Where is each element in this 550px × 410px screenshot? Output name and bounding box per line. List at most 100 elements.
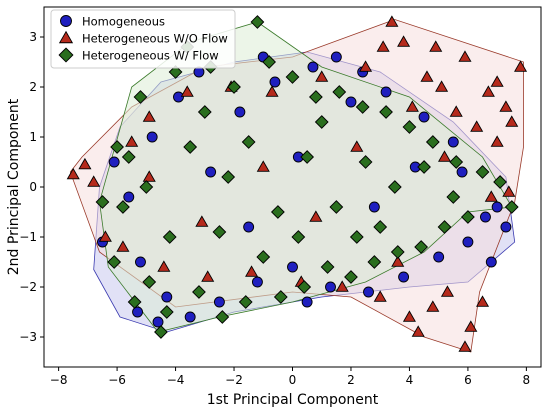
data-point: [139, 180, 154, 194]
data-point: [291, 230, 306, 244]
legend: Homogeneous Heterogeneous W/O Flow Heterog…: [50, 9, 236, 69]
data-point: [301, 296, 313, 308]
data-point: [173, 91, 184, 103]
data-point: [183, 140, 198, 154]
y-tick-label: 3: [29, 30, 37, 44]
data-point: [402, 120, 417, 134]
data-point: [234, 106, 246, 118]
data-point: [245, 265, 259, 277]
data-point: [490, 135, 504, 147]
data-point: [418, 111, 430, 123]
data-point: [154, 325, 168, 339]
legend-marker: [58, 47, 74, 63]
data-point: [491, 201, 503, 213]
data-point: [307, 61, 319, 73]
data-point: [429, 40, 443, 52]
legend-marker: [60, 15, 72, 27]
x-tick-label: 0: [289, 373, 297, 387]
data-point: [358, 155, 373, 169]
data-point: [161, 291, 173, 303]
data-point: [367, 255, 382, 269]
data-point: [95, 195, 110, 209]
data-point: [107, 255, 122, 269]
data-point: [344, 270, 358, 284]
data-point: [502, 185, 516, 197]
data-point: [350, 140, 364, 152]
data-point: [325, 281, 336, 293]
y-axis-label: 2nd Principal Component: [6, 98, 22, 275]
data-point: [110, 140, 124, 154]
data-point: [485, 256, 497, 268]
data-point: [256, 250, 271, 264]
data-point: [458, 50, 472, 62]
y-tick-label: 0: [29, 180, 37, 194]
x-tick-label: 2: [347, 373, 355, 387]
data-point: [66, 167, 80, 180]
data-point: [98, 230, 112, 242]
data-point: [251, 276, 263, 288]
data-point: [405, 100, 419, 112]
data-point: [133, 90, 148, 104]
data-point: [135, 256, 146, 268]
data-point: [285, 70, 300, 84]
data-point: [142, 170, 156, 182]
data-point: [212, 225, 227, 239]
y-axis-ticks: −3 −2 −1 0 1 2 3: [19, 30, 44, 344]
data-point: [373, 220, 388, 234]
data-point: [335, 280, 349, 292]
data-point: [180, 85, 194, 97]
data-point: [437, 220, 452, 234]
data-point: [414, 240, 429, 254]
data-point: [363, 286, 374, 298]
data-point: [359, 60, 373, 72]
data-point: [417, 160, 431, 174]
data-point: [391, 255, 405, 267]
data-point: [461, 210, 475, 224]
data-point: [480, 211, 491, 223]
series-1-points: [97, 51, 512, 328]
data-point: [446, 190, 461, 204]
legend-label: Heterogeneous W/O Flow: [82, 32, 228, 46]
data-point: [437, 150, 452, 162]
x-axis-ticks: −8 −6 −4 −2 0 2 4 6 8: [50, 367, 530, 387]
data-point: [514, 60, 528, 72]
data-point: [243, 221, 255, 233]
data-point: [168, 65, 183, 79]
y-tick-label: 2: [29, 80, 37, 94]
data-point: [433, 251, 445, 263]
data-point: [108, 156, 120, 168]
data-point: [349, 230, 364, 244]
data-point: [221, 170, 236, 184]
data-point: [287, 261, 298, 273]
data-point: [484, 190, 498, 202]
data-point: [379, 105, 393, 119]
data-point: [387, 180, 402, 194]
data-point: [475, 165, 490, 179]
data-point: [142, 110, 156, 122]
data-point: [345, 96, 357, 108]
data-point: [505, 115, 519, 127]
data-point: [184, 311, 196, 323]
data-point: [314, 115, 329, 129]
data-point: [192, 285, 206, 299]
data-point: [201, 270, 215, 282]
data-point: [250, 15, 265, 29]
legend-label: Homogeneous: [82, 15, 165, 29]
x-tick-label: −6: [108, 373, 126, 387]
data-point: [142, 275, 157, 289]
data-point: [355, 100, 370, 114]
data-point: [481, 85, 495, 97]
data-point: [241, 135, 256, 149]
data-point: [123, 191, 135, 203]
data-point: [449, 105, 463, 117]
legend-box: [50, 9, 236, 69]
data-point: [397, 35, 411, 47]
data-point: [332, 85, 347, 99]
data-point: [449, 155, 464, 169]
data-point: [493, 175, 507, 189]
data-point: [456, 166, 468, 178]
data-point: [270, 205, 285, 219]
x-axis-label: 1st Principal Component: [207, 392, 379, 408]
